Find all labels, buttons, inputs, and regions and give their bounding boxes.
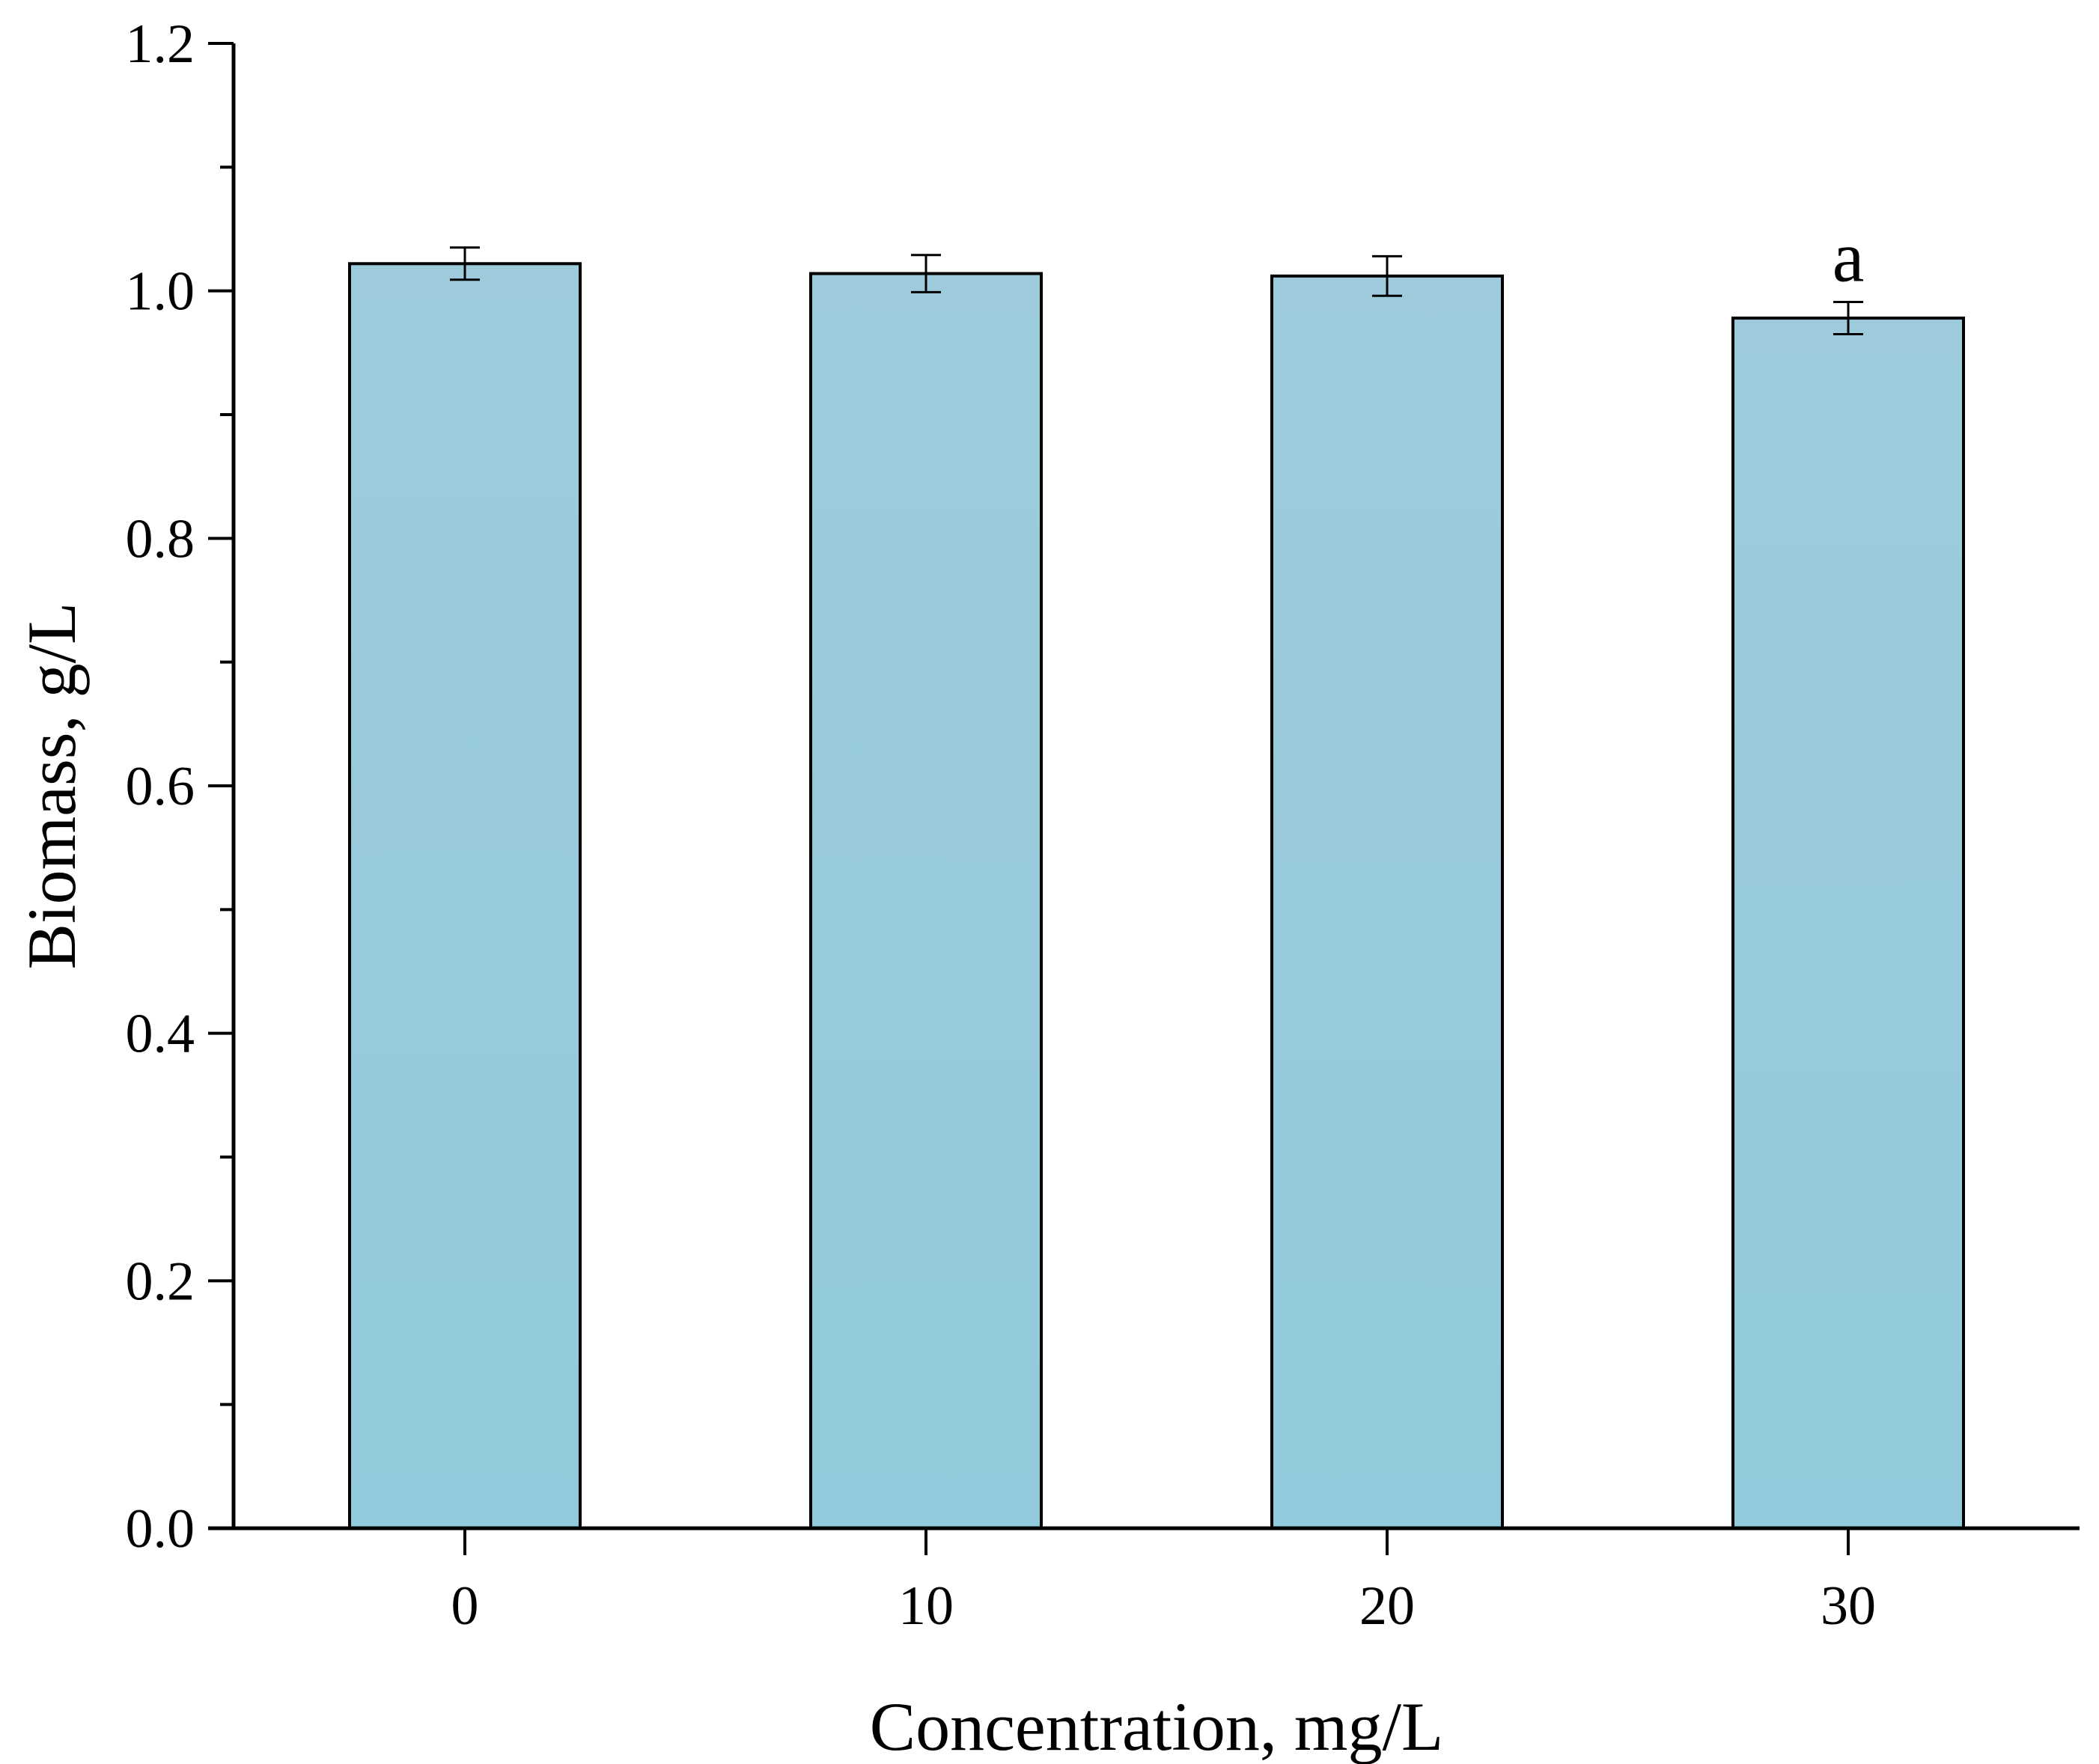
error-bar-0 — [450, 246, 480, 281]
significance-label-30: a — [1833, 217, 1865, 297]
y-axis-title: Biomass, g/L — [13, 602, 90, 970]
y-ticks: 0.0 0.2 0.4 0.6 0.8 1.0 1.2 — [126, 13, 234, 1560]
bar-30 — [1731, 317, 1965, 1530]
error-bar-30 — [1833, 301, 1863, 336]
x-tick-label: 0 — [451, 1575, 479, 1637]
bar-10 — [809, 272, 1043, 1530]
x-tick-label: 20 — [1359, 1575, 1415, 1637]
bar-20 — [1270, 274, 1504, 1530]
y-tick-label: 0.6 — [126, 756, 195, 817]
error-bar-20 — [1372, 254, 1402, 297]
x-tick-label: 10 — [898, 1575, 954, 1637]
y-tick-label: 0.8 — [126, 508, 195, 570]
bars-layer — [348, 262, 1965, 1530]
x-tick-label: 30 — [1821, 1575, 1876, 1637]
bar-0 — [348, 262, 582, 1530]
significance-labels: a — [1833, 217, 1865, 297]
error-bar-10 — [911, 254, 941, 293]
y-tick-label: 0.2 — [126, 1251, 195, 1312]
error-bars-layer — [450, 246, 1863, 336]
y-tick-label: 1.0 — [126, 261, 195, 323]
x-ticks: 0 10 20 30 — [451, 1528, 1876, 1637]
x-axis-title: Concentration, mg/L — [870, 1688, 1444, 1764]
y-tick-label: 1.2 — [126, 13, 195, 75]
y-tick-label: 0.4 — [126, 1004, 195, 1065]
y-tick-label: 0.0 — [126, 1498, 195, 1560]
